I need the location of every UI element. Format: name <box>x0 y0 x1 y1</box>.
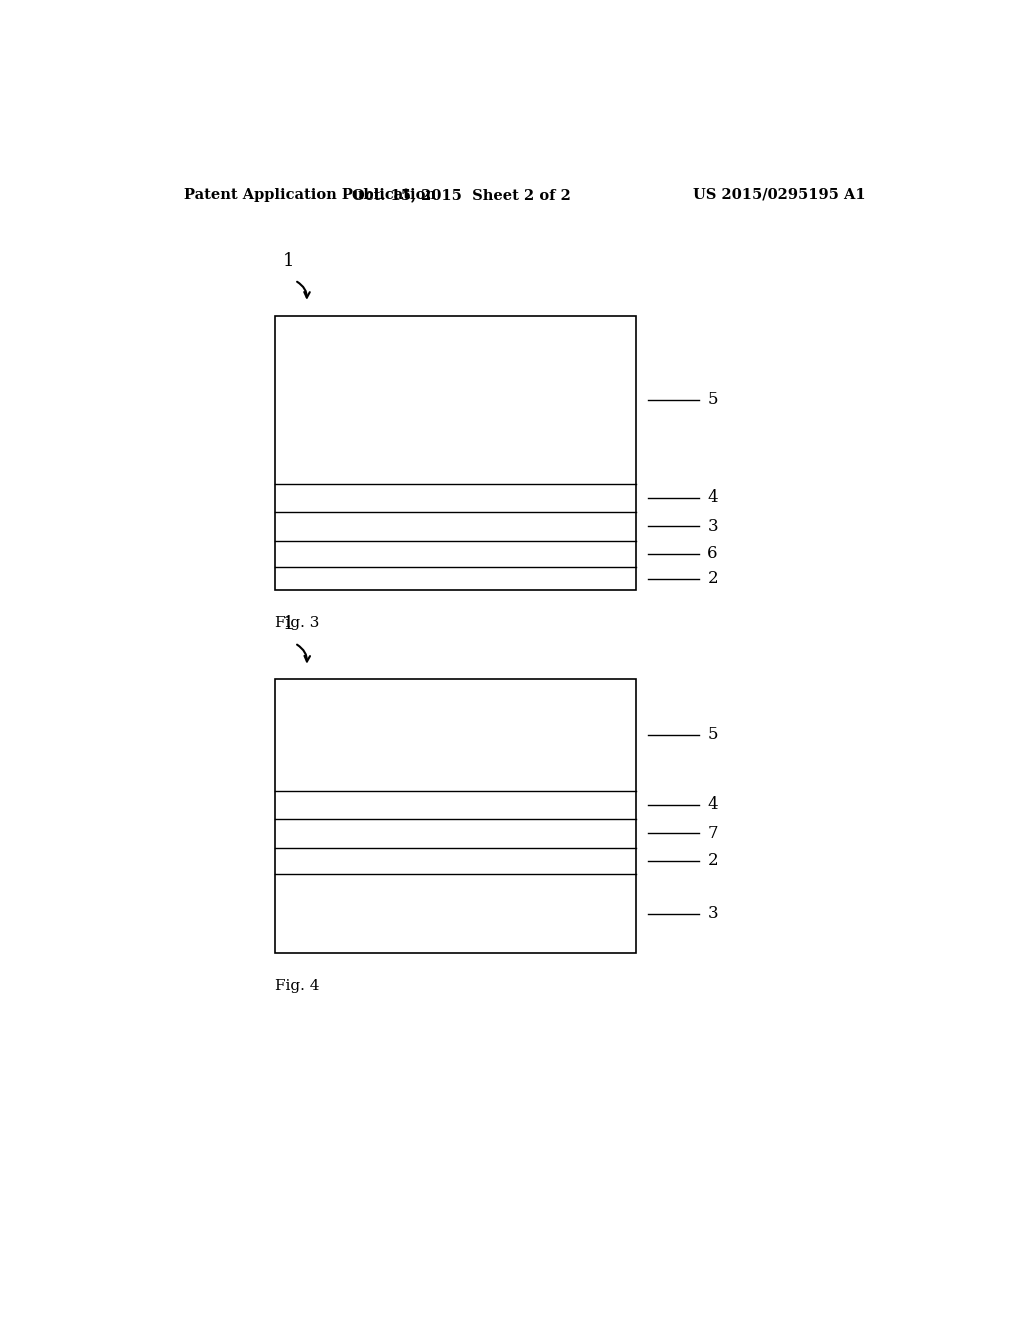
Text: 3: 3 <box>708 517 718 535</box>
Bar <box>274 678 636 953</box>
Text: 2: 2 <box>708 853 718 870</box>
Text: 5: 5 <box>708 726 718 743</box>
Text: Oct. 15, 2015  Sheet 2 of 2: Oct. 15, 2015 Sheet 2 of 2 <box>352 187 570 202</box>
Bar <box>274 315 636 590</box>
Text: 5: 5 <box>708 391 718 408</box>
Text: 1: 1 <box>283 252 294 271</box>
Text: Patent Application Publication: Patent Application Publication <box>183 187 435 202</box>
Text: 1: 1 <box>283 615 294 634</box>
Text: 3: 3 <box>708 906 718 923</box>
Text: 7: 7 <box>708 825 718 842</box>
Text: US 2015/0295195 A1: US 2015/0295195 A1 <box>693 187 866 202</box>
Text: Fig. 4: Fig. 4 <box>274 978 319 993</box>
Text: 2: 2 <box>708 570 718 587</box>
Text: 4: 4 <box>708 796 718 813</box>
Text: 6: 6 <box>708 545 718 562</box>
Text: 4: 4 <box>708 490 718 507</box>
Text: Fig. 3: Fig. 3 <box>274 616 319 630</box>
